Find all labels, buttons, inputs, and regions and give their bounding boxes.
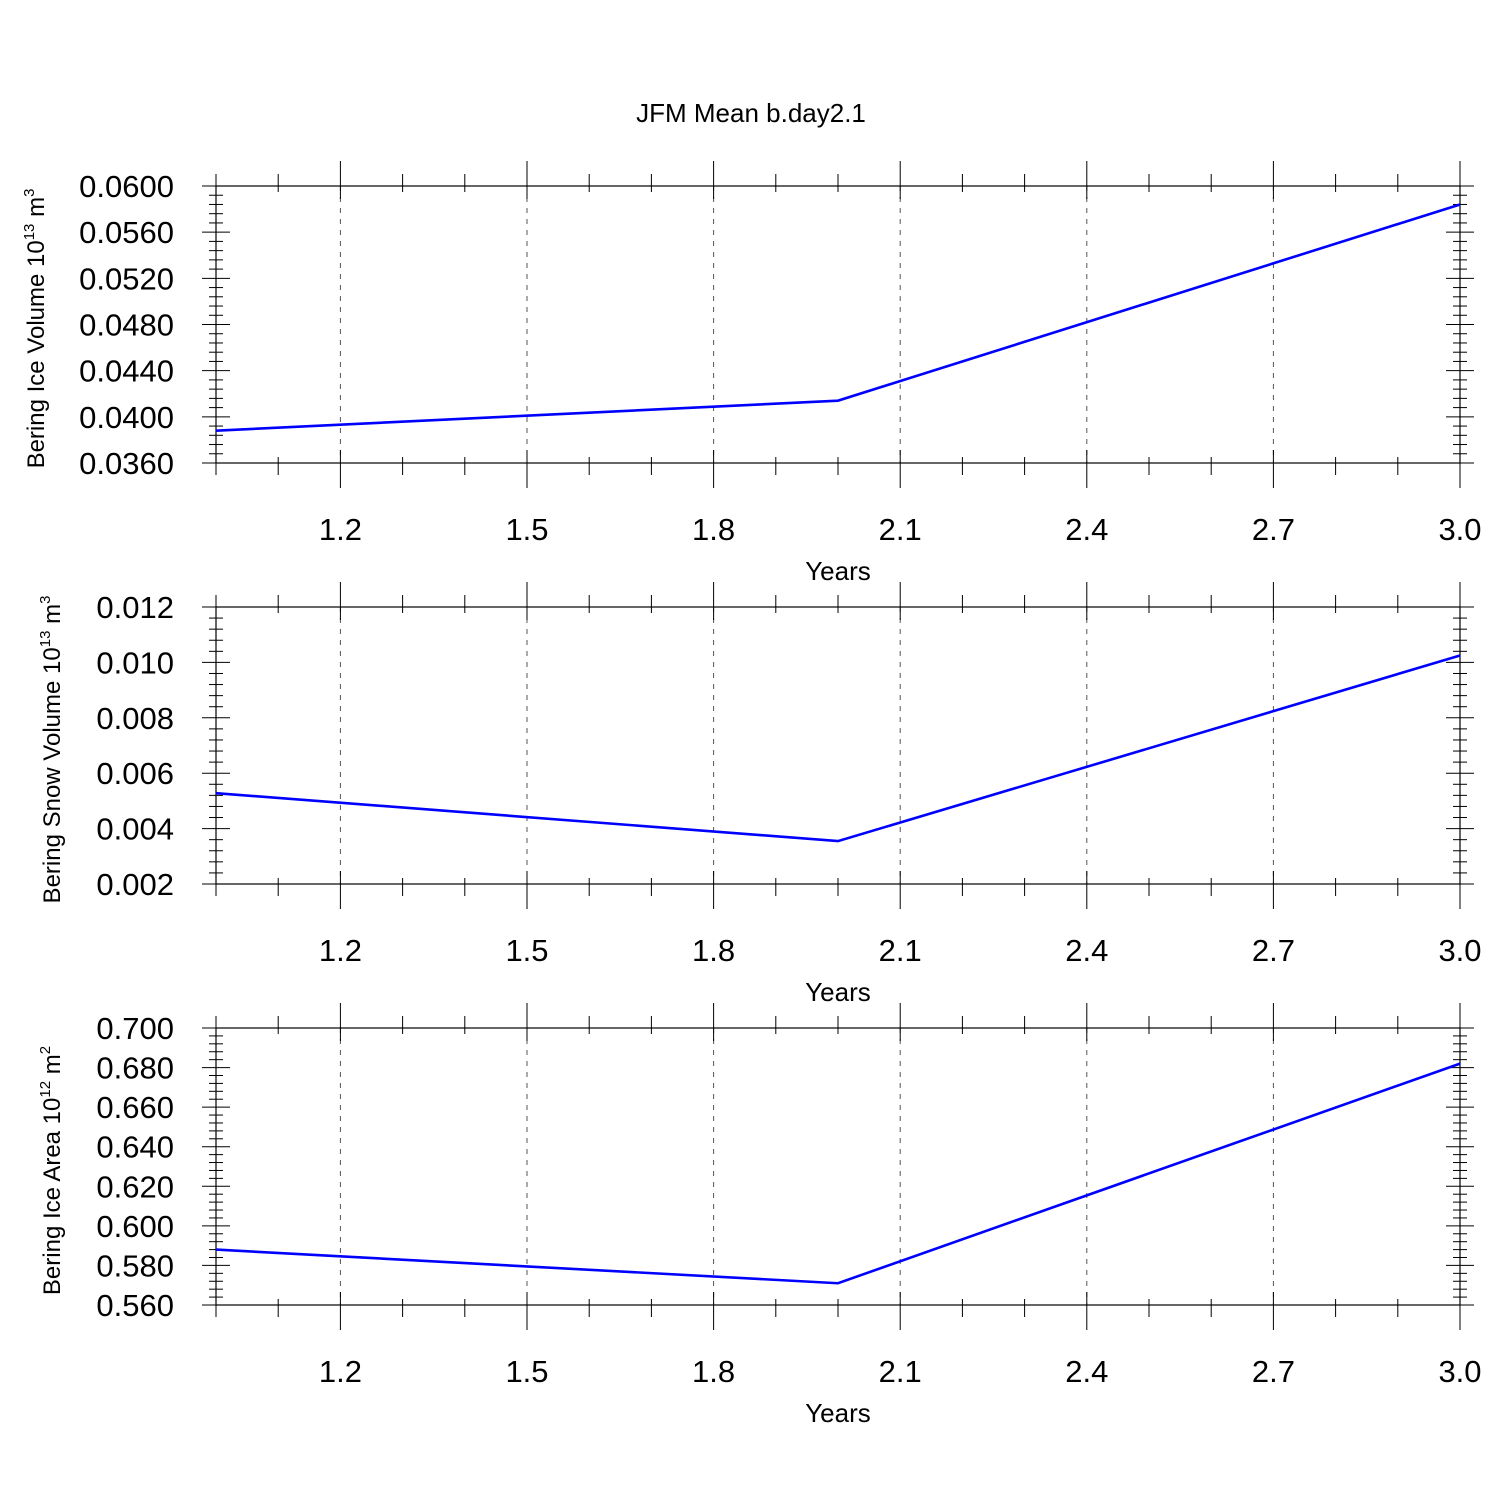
y-tick-label: 0.0520 <box>79 261 174 296</box>
panels: 1.2 1.5 1.8 2.1 2.4 2.7 3.0 Years 0.0360 0.0400 0.… <box>21 161 1482 1428</box>
y-axis-title-superscript: 3 <box>21 189 38 197</box>
x-axis-title: Years <box>805 556 871 586</box>
x-tick-label: 1.8 <box>692 512 735 547</box>
x-tick-label: 2.7 <box>1252 512 1295 547</box>
y-tick-label: 0.560 <box>96 1288 174 1323</box>
x-tick-label: 2.1 <box>879 1354 922 1389</box>
x-tick-label: 1.5 <box>505 1354 548 1389</box>
y-axis-title-superscript: 13 <box>37 631 54 648</box>
y-tick-label: 0.0400 <box>79 400 174 435</box>
y-tick-label: 0.0600 <box>79 169 174 204</box>
y-tick-label: 0.002 <box>96 867 174 902</box>
x-tick-label: 1.5 <box>505 512 548 547</box>
x-axis-title: Years <box>805 977 871 1007</box>
y-tick-label: 0.012 <box>96 590 174 625</box>
y-tick-label: 0.600 <box>96 1209 174 1244</box>
y-axis-title-superscript: 13 <box>21 224 38 241</box>
y-tick-label: 0.008 <box>96 701 174 736</box>
series-line <box>215 654 1461 843</box>
y-axis-title-part: Bering Snow Volume 10 <box>39 647 66 903</box>
y-tick-label: 0.0440 <box>79 354 174 389</box>
y-tick-label: 0.0360 <box>79 446 174 481</box>
y-tick-label: 0.0560 <box>79 215 174 250</box>
y-tick-label: 0.580 <box>96 1248 174 1283</box>
chart-panel-1: 1.2 1.5 1.8 2.1 2.4 2.7 3.0 Years 0.0360 0.0400 0.… <box>21 161 1482 586</box>
x-tick-label: 2.4 <box>1065 933 1108 968</box>
y-axis-title: Bering Ice Area 1012 m2 <box>37 1046 66 1295</box>
y-tick-label: 0.620 <box>96 1169 174 1204</box>
x-axis-title: Years <box>805 1398 871 1428</box>
y-tick-label: 0.640 <box>96 1130 174 1165</box>
x-tick-label: 3.0 <box>1438 512 1481 547</box>
y-axis-title: Bering Ice Volume 1013 m3 <box>21 189 50 469</box>
y-tick-label: 0.010 <box>96 645 174 680</box>
y-tick-label: 0.660 <box>96 1090 174 1125</box>
x-tick-label: 1.2 <box>319 933 362 968</box>
y-tick-label: 0.680 <box>96 1051 174 1086</box>
x-tick-label: 1.2 <box>319 1354 362 1389</box>
x-tick-label: 2.4 <box>1065 1354 1108 1389</box>
y-axis-title-part: m <box>39 1054 66 1081</box>
y-axis-title-superscript: 3 <box>37 596 54 604</box>
x-tick-label: 2.4 <box>1065 512 1108 547</box>
x-tick-label: 2.7 <box>1252 1354 1295 1389</box>
x-tick-label: 1.8 <box>692 1354 735 1389</box>
y-axis-title-superscript: 12 <box>37 1081 54 1098</box>
x-tick-label: 1.5 <box>505 933 548 968</box>
x-tick-label: 2.1 <box>879 933 922 968</box>
y-tick-label: 0.700 <box>96 1011 174 1046</box>
x-tick-label: 1.8 <box>692 933 735 968</box>
x-tick-label: 2.1 <box>879 512 922 547</box>
x-tick-label: 2.7 <box>1252 933 1295 968</box>
x-tick-label: 3.0 <box>1438 1354 1481 1389</box>
y-axis-title-part: Bering Ice Volume 10 <box>23 240 50 468</box>
chart-panel-3: 1.2 1.5 1.8 2.1 2.4 2.7 3.0 Years 0.560 0.580 0.60… <box>37 1003 1482 1428</box>
x-tick-label: 1.2 <box>319 512 362 547</box>
y-axis-title-part: m <box>39 604 66 631</box>
y-tick-label: 0.006 <box>96 756 174 791</box>
chart-panel-2: 1.2 1.5 1.8 2.1 2.4 2.7 3.0 Years 0.002 0.004 0.00… <box>37 582 1482 1007</box>
x-tick-label: 3.0 <box>1438 933 1481 968</box>
y-axis-title: Bering Snow Volume 1013 m3 <box>37 596 66 904</box>
y-axis-title-part: Bering Ice Area 10 <box>39 1098 66 1295</box>
y-tick-label: 0.004 <box>96 812 174 847</box>
y-tick-label: 0.0480 <box>79 308 174 343</box>
figure-title: JFM Mean b.day2.1 <box>636 98 866 128</box>
y-axis-title-part: m <box>23 197 50 224</box>
y-axis-title-superscript: 2 <box>37 1046 54 1054</box>
